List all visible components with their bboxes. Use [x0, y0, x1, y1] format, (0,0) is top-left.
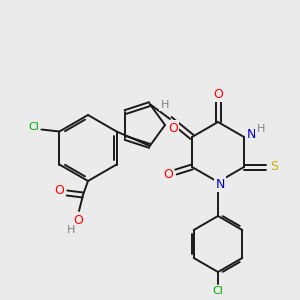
Text: O: O [54, 184, 64, 197]
Text: O: O [168, 122, 178, 134]
Text: O: O [163, 169, 173, 182]
Text: O: O [73, 214, 83, 226]
Text: Cl: Cl [213, 286, 224, 296]
Text: H: H [67, 225, 75, 235]
Text: O: O [213, 88, 223, 100]
Text: H: H [161, 100, 169, 110]
Text: N: N [247, 128, 256, 142]
Text: Cl: Cl [28, 122, 39, 131]
Text: H: H [257, 124, 265, 134]
Text: N: N [215, 178, 225, 190]
Text: S: S [270, 160, 278, 173]
